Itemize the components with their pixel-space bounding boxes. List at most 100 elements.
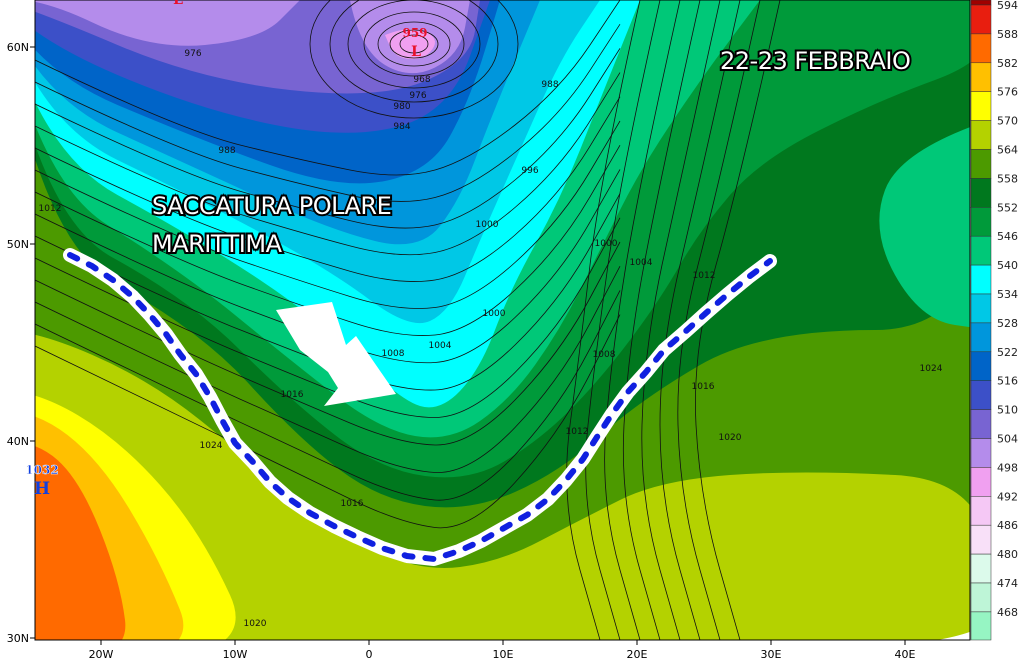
isobar-label: 1024 — [200, 441, 223, 451]
isobar-label: 980 — [393, 102, 410, 112]
isobar — [641, 0, 721, 640]
legend-swatch — [970, 524, 992, 555]
annotation-label: MARITTIMA — [152, 230, 283, 258]
legend-swatch — [970, 62, 992, 92]
legend-label: 534 — [997, 288, 1018, 301]
low-symbol: L — [173, 0, 183, 8]
isobar-label: 1020 — [244, 619, 267, 629]
legend-swatch — [970, 467, 992, 497]
isobar — [35, 96, 621, 282]
isobar-label: 1004 — [630, 258, 653, 268]
legend-label: 522 — [997, 346, 1018, 359]
isobar-label: 968 — [413, 75, 430, 85]
isobar-label: 1012 — [39, 204, 62, 214]
low-symbol: L — [411, 44, 421, 60]
isobar — [389, 29, 439, 59]
high-symbol: H — [34, 479, 50, 499]
color-legend: 594 588 582 576 570 564 558 552 546 540 534 528 522 5… — [970, 0, 1018, 641]
isobar-label: 988 — [541, 80, 558, 90]
legend-swatch — [970, 409, 992, 439]
legend-swatch — [970, 582, 992, 613]
legend-label: 474 — [997, 577, 1018, 590]
legend-label: 582 — [997, 57, 1018, 70]
longitude-tick-label: 10W — [223, 648, 248, 660]
field-band-504 — [35, 0, 300, 46]
legend-label: 576 — [997, 86, 1018, 99]
isobar — [659, 0, 741, 640]
isobar — [695, 0, 781, 640]
legend-swatch — [970, 438, 992, 468]
longitude-tick-label: 20W — [89, 648, 114, 660]
isobar — [347, 0, 481, 89]
map-title: 22-23 FEBBRAIO — [720, 47, 910, 75]
isobar — [35, 144, 621, 336]
isobar — [35, 23, 621, 202]
legend-label: 540 — [997, 259, 1018, 272]
isobar-label: 1000 — [595, 239, 618, 249]
legend-label: 528 — [997, 317, 1018, 330]
isobar — [35, 241, 621, 446]
legend-label: 588 — [997, 28, 1018, 41]
legend-label: 570 — [997, 115, 1018, 128]
legend-swatch — [970, 553, 992, 584]
legend-label: 468 — [997, 606, 1018, 619]
trough-axis-line — [63, 248, 777, 566]
longitude-tick-label: 0 — [366, 648, 373, 660]
isobar — [566, 0, 641, 640]
legend-swatch — [970, 33, 992, 64]
latitude-tick-label: 50N — [7, 238, 29, 251]
isobar-label: 1016 — [341, 499, 364, 509]
flow-arrow — [276, 302, 396, 406]
annotation-label: SACCATURA POLARE — [152, 192, 391, 220]
longitude-tick-label: 40E — [895, 648, 916, 660]
legend-label: 492 — [997, 490, 1018, 503]
isobar — [329, 0, 499, 103]
legend-label: 498 — [997, 461, 1018, 474]
isobar-label: 1012 — [566, 427, 589, 437]
legend-swatch — [970, 235, 992, 266]
legend-label: 486 — [997, 519, 1018, 532]
legend-label: 552 — [997, 201, 1018, 214]
isobar — [399, 34, 429, 54]
legend-swatch — [970, 178, 992, 208]
isobar — [35, 217, 621, 418]
isobar-label: 1020 — [719, 433, 742, 443]
field-band-546 — [879, 127, 970, 328]
legend-label: 594 — [997, 0, 1018, 12]
legend-swatch — [970, 611, 992, 641]
legend-label: 558 — [997, 172, 1018, 185]
latitude-axis: 60N 50N 40N 30N — [7, 41, 35, 645]
longitude-axis: 20W 10W 0 10E 20E 30E 40E — [89, 640, 916, 660]
isobar — [309, 0, 519, 119]
legend-label: 564 — [997, 144, 1018, 157]
isobar-label: 1016 — [692, 382, 715, 392]
legend-swatch — [970, 264, 992, 295]
isobar-label: 1000 — [476, 220, 499, 230]
isobar-label: 1000 — [483, 309, 506, 319]
isobar — [35, 48, 621, 229]
low-pressure-value: 959 — [402, 26, 427, 40]
high-pressure-value: 1032 — [25, 463, 58, 477]
isobar-label: 976 — [409, 91, 426, 101]
field-band-576 — [35, 365, 970, 640]
isobar-label: 1008 — [593, 350, 616, 360]
legend-swatch — [970, 351, 992, 381]
legend-label: 510 — [997, 404, 1018, 417]
legend-label: 546 — [997, 230, 1018, 243]
isobar-label: 1008 — [382, 349, 405, 359]
isobar — [622, 0, 701, 640]
legend-swatch — [970, 149, 992, 179]
isobar-label: 996 — [521, 166, 538, 176]
isobar — [35, 0, 621, 176]
legend-swatch — [970, 380, 992, 410]
legend-swatch — [970, 120, 992, 150]
latitude-tick-label: 60N — [7, 41, 29, 54]
isobar-label: 976 — [184, 49, 201, 59]
isobar-label: 984 — [393, 122, 410, 132]
longitude-tick-label: 20E — [627, 648, 648, 660]
isobar-label: 1004 — [429, 341, 452, 351]
legend-swatch — [970, 0, 992, 6]
legend-swatch — [970, 293, 992, 324]
legend-swatch — [970, 322, 992, 353]
